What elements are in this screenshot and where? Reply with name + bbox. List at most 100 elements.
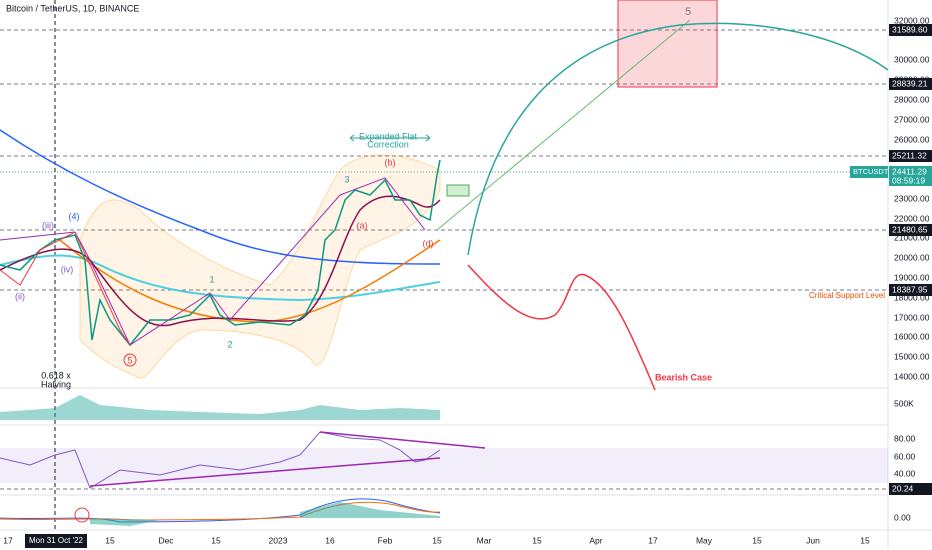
- price-label: 21000.00: [894, 232, 930, 242]
- macd-histogram: [90, 502, 440, 526]
- label: Critical Support Level: [809, 291, 885, 300]
- price-label: 20000.00: [894, 252, 930, 262]
- label: (a): [357, 220, 368, 230]
- label: Correction: [367, 139, 409, 149]
- label: (d): [423, 238, 434, 248]
- label: (4): [69, 211, 80, 221]
- label: Halving: [41, 379, 71, 389]
- date-label: 15: [432, 535, 442, 545]
- macd-circle: [74, 507, 90, 523]
- level-label: 25211.32: [892, 150, 927, 160]
- date-label: 15: [211, 535, 221, 545]
- flat-arrow: [349, 134, 431, 142]
- cursor-date: Mon 31 Oct '22: [29, 536, 84, 545]
- volume-label: 500K: [894, 398, 914, 408]
- level-label-box: [889, 284, 932, 296]
- price-label: 14000.00: [894, 371, 930, 381]
- rsi-current: 20.24: [892, 483, 914, 493]
- label: (iii): [42, 220, 54, 230]
- label: 2: [227, 339, 232, 349]
- price-label: 18000.00: [894, 292, 930, 302]
- date-label: 17: [3, 535, 13, 545]
- level-label-box: [889, 78, 932, 90]
- level-lines: [0, 29, 888, 490]
- price-label: 22000.00: [894, 213, 930, 223]
- target-zone: [617, 0, 718, 88]
- date-label: 15: [105, 535, 115, 545]
- date-label: 15: [860, 535, 870, 545]
- countdown: 08:59:19: [892, 175, 925, 185]
- date-label: Jun: [806, 535, 820, 545]
- date-label: 17: [648, 535, 658, 545]
- subwave-lines: [0, 231, 131, 346]
- date-label: Mar: [477, 535, 492, 545]
- label: 0.618 x: [41, 370, 71, 380]
- volume: [0, 395, 440, 420]
- date-label: 15: [532, 535, 542, 545]
- ma-200: [0, 129, 441, 265]
- price-label: 27000.00: [894, 114, 930, 124]
- ma-100: [0, 254, 441, 302]
- rsi-label: 80.00: [894, 433, 916, 443]
- projection-line: [436, 19, 691, 231]
- price-line: [0, 159, 441, 347]
- price-label: 16000.00: [894, 331, 930, 341]
- rsi-label: 60.00: [894, 451, 916, 461]
- date-label: 16: [325, 535, 335, 545]
- last-price-box: [889, 166, 932, 186]
- rsi-support: [89, 457, 441, 487]
- label: Bearish Case: [655, 372, 712, 382]
- level-label: 21480.65: [892, 224, 928, 234]
- price-label: 23000.00: [894, 193, 930, 203]
- level-label: 28839.21: [892, 78, 928, 88]
- date-label: Feb: [378, 535, 393, 545]
- macd-label: 0.00: [894, 512, 911, 522]
- label: Expanded Flat: [359, 131, 418, 141]
- bull-arc: [467, 22, 889, 256]
- date-label: May: [696, 535, 713, 545]
- wave-lines: [0, 177, 426, 346]
- annotations: Expanded Flat Correction 5 3 (b) (a) (d)…: [15, 6, 885, 389]
- ticker: BTCUSDT: [853, 167, 889, 176]
- date-label: 15: [752, 535, 762, 545]
- label: 3: [344, 174, 349, 184]
- rsi-band: [0, 448, 888, 483]
- level-label: 18387.95: [892, 284, 928, 294]
- rsi-current-box: [889, 483, 932, 495]
- bear-path: [467, 264, 656, 391]
- price-label: 15000.00: [894, 351, 930, 361]
- price-label: 30000.00: [894, 54, 930, 64]
- level-label: 31589.60: [892, 24, 928, 34]
- price-label: 17000.00: [894, 312, 930, 322]
- price-label: 28000.00: [894, 94, 930, 104]
- price-label: 26000.00: [894, 134, 930, 144]
- price-label: 32000.00: [894, 15, 930, 25]
- time-axis: 17 15 Dec 15 2023 16 Feb 15 Mar 15 Apr 17 May 15 Jun 15…: [3, 534, 870, 548]
- green-box: [446, 184, 470, 197]
- label: 1: [209, 274, 214, 284]
- label: (b): [385, 157, 396, 167]
- rsi-label: 40.00: [894, 468, 916, 478]
- label: (iv): [61, 264, 74, 274]
- label: 5: [127, 355, 132, 365]
- price-label: 19000.00: [894, 272, 930, 282]
- price-axis: 32000.0030000.0029000.0028000.0027000.00…: [850, 15, 932, 522]
- label: 5: [685, 6, 691, 18]
- date-label: Dec: [158, 535, 174, 545]
- rsi-line: [0, 431, 441, 489]
- rsi-resistance: [319, 431, 486, 449]
- ticker-box: [850, 166, 888, 178]
- last-price: 24411.29: [892, 166, 927, 176]
- chart-title: Bitcoin / TetherUS, 1D, BINANCE: [6, 3, 139, 13]
- date-label: Apr: [589, 535, 602, 545]
- level-label-box: [889, 224, 932, 236]
- level-label-box: [889, 150, 932, 162]
- label: (ii): [15, 291, 25, 301]
- cursor-date-box: [25, 534, 87, 548]
- level-label-box: [889, 24, 932, 36]
- date-label: 2023: [269, 535, 288, 545]
- wave5-circle: [123, 353, 137, 367]
